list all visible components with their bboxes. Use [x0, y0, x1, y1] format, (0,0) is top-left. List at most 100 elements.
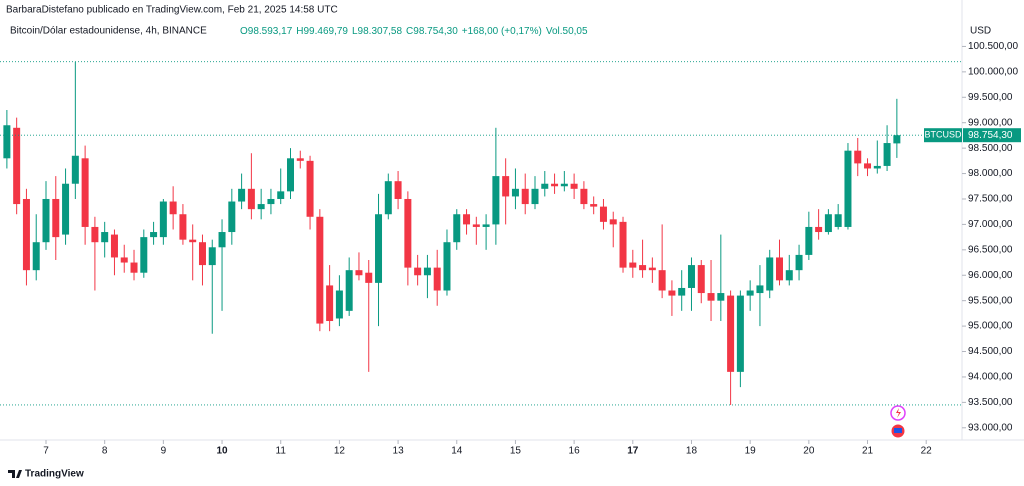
candle-body [472, 224, 480, 227]
candle-body [463, 214, 471, 225]
event-flag-detail [894, 428, 902, 433]
candle-body [13, 127, 21, 205]
candle-body [599, 206, 607, 222]
y-tick-label: 98.500,00 [968, 143, 1013, 154]
candle-body [91, 226, 99, 243]
candle-body [218, 232, 226, 248]
candle-body [52, 198, 60, 238]
candle-body [697, 265, 705, 294]
candle-body [32, 242, 40, 271]
candle-body [717, 293, 725, 301]
x-tick-label: 8 [102, 446, 108, 457]
x-tick-label: 22 [921, 446, 933, 457]
candle-body [384, 181, 392, 215]
candle-body [893, 135, 901, 144]
legend-high: H99.469,79 [296, 26, 348, 37]
legend-volume: Vol.50,05 [546, 26, 588, 37]
y-tick-label: 97.000,00 [968, 219, 1013, 230]
x-tick-label: 12 [334, 446, 346, 457]
candle-body [864, 163, 872, 169]
candle-body [844, 150, 852, 227]
event-icon-bolt [896, 408, 901, 418]
x-tick-label: 21 [862, 446, 874, 457]
currency: USD [970, 26, 991, 37]
candle-body [247, 188, 255, 210]
legend-low: L98.307,58 [352, 26, 402, 37]
candle-body [62, 183, 70, 235]
candle-body [873, 165, 881, 169]
x-tick-label: 9 [161, 446, 167, 457]
candle-body [394, 181, 402, 199]
candle-body [81, 158, 89, 227]
candle-body [766, 257, 774, 291]
x-tick-label: 16 [569, 446, 581, 457]
candle-body [150, 232, 158, 238]
x-tick-label: 10 [216, 446, 228, 457]
price-tag [963, 128, 1021, 143]
candle-body [658, 270, 666, 291]
candle-body [590, 204, 598, 207]
logo-icon [8, 470, 22, 478]
candle-body [42, 198, 50, 243]
y-tick-label: 94.000,00 [968, 372, 1013, 383]
y-tick-label: 93.500,00 [968, 397, 1013, 408]
candle-body [492, 176, 500, 225]
candle-body [101, 232, 109, 243]
brand: TradingView [25, 469, 84, 480]
candle-body [785, 270, 793, 281]
candle-body [531, 188, 539, 205]
legend-open: O98.593,17 [240, 26, 293, 37]
candle-body [345, 270, 353, 311]
x-tick-label: 20 [803, 446, 815, 457]
y-tick-label: 93.000,00 [968, 422, 1013, 433]
candle-body [179, 214, 187, 240]
candle-body [306, 160, 314, 217]
candle-body [326, 285, 334, 322]
candle-body [707, 293, 715, 301]
price-tag-text: 98.754,30 [968, 130, 1013, 141]
candle-body [511, 188, 519, 197]
candle-body [404, 198, 412, 268]
candle-body [433, 267, 441, 291]
candle-body [580, 188, 588, 205]
candle-body [639, 265, 647, 271]
ohlc-legend: O98.593,17 H99.469,79 L98.307,58 C98.754,30… [240, 26, 588, 37]
candle-body [854, 150, 862, 164]
y-tick-label: 99.500,00 [968, 92, 1013, 103]
y-tick-label: 99.000,00 [968, 117, 1013, 128]
candle-body [296, 158, 304, 161]
y-tick-label: 95.000,00 [968, 321, 1013, 332]
candle-body [482, 224, 490, 227]
candle-body [3, 125, 11, 159]
candle-body [815, 226, 823, 233]
candle-body [795, 254, 803, 271]
candle-body [502, 176, 510, 197]
y-tick-label: 94.500,00 [968, 346, 1013, 357]
x-tick-label: 11 [276, 446, 287, 457]
candle-body [189, 239, 197, 243]
candle-body [551, 183, 559, 187]
candle-body [824, 214, 832, 233]
candle-body [443, 242, 451, 291]
candle-body [208, 247, 216, 266]
legend-close: C98.754,30 [406, 26, 458, 37]
x-tick-label: 13 [393, 446, 405, 457]
candle-body [287, 158, 294, 192]
symbol-tag [924, 128, 962, 143]
candle-body [365, 272, 373, 283]
candle-body [746, 290, 754, 296]
candle-body [619, 221, 627, 268]
candle-body [727, 295, 735, 372]
y-tick-label: 100.500,00 [968, 41, 1018, 52]
candle-body [22, 198, 30, 271]
brand-logo: TradingView [8, 469, 84, 480]
y-tick-label: 100.000,00 [968, 67, 1018, 78]
candle-body [883, 143, 891, 166]
candle-body [609, 219, 617, 225]
x-tick-label: 17 [627, 446, 639, 457]
candle-body [423, 267, 431, 276]
candle-body [560, 183, 568, 187]
y-tick-label: 96.000,00 [968, 270, 1013, 281]
